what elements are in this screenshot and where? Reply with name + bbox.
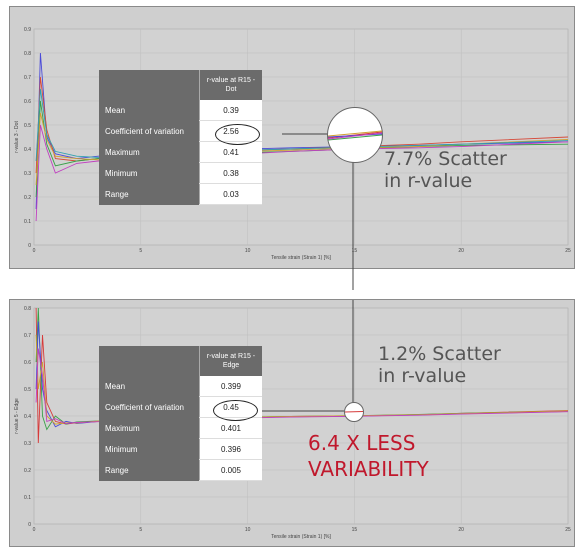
top-magnifier-lines [328, 130, 382, 141]
top-y-tick-label: 0.9 [24, 27, 31, 33]
bottom-x-tick-label: 5 [139, 527, 142, 533]
top-y-tick-label: 0.3 [24, 171, 31, 177]
top-y-tick-label: 0.2 [24, 195, 31, 201]
bottom-x-tick-label: 15 [352, 527, 358, 533]
table-row: Minimum 0.396 [99, 438, 262, 460]
top-cv-highlight-ellipse [215, 124, 260, 145]
table-row: Mean 0.39 [99, 100, 262, 121]
top-y-axis-title: r-value 3 - Dot [14, 121, 20, 153]
bottom-magnifier-circle [344, 402, 364, 422]
bottom-y-tick-label: 0.4 [24, 414, 31, 420]
top-y-tick-label: 0 [28, 243, 31, 249]
bottom-x-axis-title: Tensile strain (Strain 1) [%] [271, 534, 331, 540]
table-row: Maximum 0.401 [99, 417, 262, 439]
top-x-tick-label: 5 [139, 248, 142, 254]
top-y-tick-label: 0.6 [24, 99, 31, 105]
variability-highlight: 6.4 X LESS VARIABILITY [308, 431, 429, 481]
top-x-tick-label: 25 [565, 248, 571, 254]
table-row: Range 0.03 [99, 183, 262, 205]
top-chart-panel: 0 0.1 0.2 0.3 0.4 0.5 0.6 0.7 0.8 0.9 0 5 10 15 20 25 Te… [9, 6, 575, 269]
top-x-axis-title: Tensile strain (Strain 1) [%] [271, 255, 331, 261]
top-magnifier-circle [327, 107, 383, 163]
top-y-tick-label: 0.8 [24, 51, 31, 57]
bottom-table-header: r-value at R15 - Edge [199, 346, 262, 376]
bottom-y-tick-label: 0.1 [24, 495, 31, 501]
table-row: Minimum 0.38 [99, 162, 262, 184]
top-y-tick-label: 0.5 [24, 123, 31, 129]
bottom-r-value-chart: 0 0.1 0.2 0.3 0.4 0.5 0.6 0.7 0.8 0 5 10 15 20 25 Tensi… [14, 306, 571, 540]
bottom-y-tick-label: 0.3 [24, 441, 31, 447]
top-x-tick-label: 10 [245, 248, 251, 254]
top-table-header: r-value at R15 - Dot [199, 70, 262, 100]
bottom-x-tick-label: 0 [33, 527, 36, 533]
bottom-x-tick-label: 20 [458, 527, 464, 533]
table-row: Mean 0.399 [99, 376, 262, 397]
bottom-y-tick-label: 0.7 [24, 333, 31, 339]
bottom-cv-highlight-ellipse [213, 400, 258, 421]
bottom-y-axis-title: r-value 5 - Edge [14, 398, 20, 434]
bottom-scatter-annotation: 1.2% Scatter in r-value [378, 343, 501, 387]
table-row: Maximum 0.41 [99, 141, 262, 163]
bottom-y-tick-label: 0 [28, 522, 31, 528]
top-y-tick-label: 0.1 [24, 219, 31, 225]
top-y-tick-label: 0.4 [24, 147, 31, 153]
table-row: Range 0.005 [99, 459, 262, 481]
bottom-y-tick-label: 0.5 [24, 387, 31, 393]
bottom-magnifier-lines [345, 411, 363, 413]
top-x-tick-label: 0 [33, 248, 36, 254]
top-x-tick-label: 20 [458, 248, 464, 254]
bottom-y-tick-label: 0.2 [24, 468, 31, 474]
top-y-tick-label: 0.7 [24, 75, 31, 81]
bottom-x-tick-label: 10 [245, 527, 251, 533]
bottom-x-tick-label: 25 [565, 527, 571, 533]
top-scatter-annotation: 7.7% Scatter in r-value [384, 148, 507, 192]
top-x-tick-label: 15 [352, 248, 358, 254]
bottom-y-tick-label: 0.6 [24, 360, 31, 366]
bottom-y-tick-label: 0.8 [24, 306, 31, 312]
